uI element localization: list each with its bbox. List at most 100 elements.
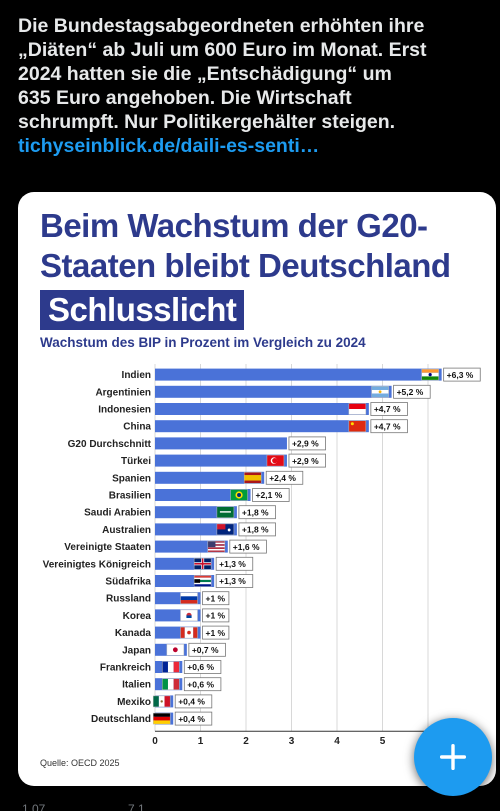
argentina-flag	[371, 386, 389, 398]
value-label: +1 %	[206, 611, 226, 621]
value-label: +0,4 %	[178, 697, 205, 707]
category-label: Türkei	[121, 456, 151, 467]
category-label: Brasilien	[109, 491, 151, 502]
russia-flag	[180, 592, 198, 604]
like-count[interactable]: ...	[250, 802, 261, 811]
australia-flag	[216, 523, 235, 536]
brazil-flag	[230, 489, 248, 501]
post-text-line: 635 Euro angehoben. Die Wirtschaft	[18, 87, 352, 109]
value-label: +1,8 %	[242, 507, 269, 517]
bar	[155, 523, 237, 536]
post-text-cut-line	[18, 4, 493, 14]
value-label: +1 %	[206, 628, 226, 638]
category-label: Vereinigtes Königreich	[43, 559, 151, 570]
post-text-line: 2024 hatten sie die „Entschädigung“ um	[18, 63, 392, 85]
value-label: +1,3 %	[219, 559, 246, 569]
bar	[155, 454, 287, 467]
bar	[155, 385, 392, 398]
uk-flag	[193, 558, 212, 570]
value-label-box	[288, 453, 326, 468]
canada-flag	[180, 626, 198, 639]
gdp-growth-chart: Indien +6,3 % Argentinien +5,2 % Indonesien +…	[43, 364, 481, 747]
bar	[155, 506, 237, 519]
category-label: Indonesien	[98, 405, 151, 416]
chart-headline: Beim Wachstum der G20- Staaten bleibt De…	[40, 206, 451, 330]
value-label: +0,4 %	[178, 714, 205, 724]
value-label-box	[393, 384, 431, 399]
value-label: +2,1 %	[256, 490, 283, 500]
france-flag	[162, 661, 180, 673]
x-tick-label: 0	[152, 736, 158, 747]
post-link[interactable]: tichyseinblick.de/daili-es-senti…	[18, 135, 320, 157]
value-label: +4,7 %	[374, 404, 401, 414]
category-label: Korea	[123, 611, 152, 622]
value-label: +4,7 %	[374, 421, 401, 431]
views-count[interactable]: ...	[350, 802, 361, 811]
category-label: Argentinien	[95, 387, 151, 398]
category-label: Kanada	[115, 628, 152, 639]
category-label: Russland	[106, 594, 151, 605]
indonesia-flag	[348, 403, 367, 415]
category-label: Mexiko	[117, 697, 151, 708]
value-label-box	[215, 556, 254, 571]
value-label: +1,3 %	[219, 576, 246, 586]
value-label-box	[238, 522, 276, 537]
chart-subtitle: Wachstum des BIP in Prozent im Vergleich…	[40, 335, 366, 350]
category-label: Indien	[122, 370, 151, 381]
value-label: +5,2 %	[397, 387, 424, 397]
korea-flag	[180, 609, 198, 622]
headline-band: Schlusslicht	[40, 290, 245, 330]
headline-line-2: Staaten bleibt Deutschland	[40, 247, 451, 284]
value-label-box	[183, 660, 222, 674]
category-label: China	[123, 422, 151, 433]
action-bar: 1,07... 7,1... ... ...	[0, 796, 500, 811]
mexico-flag	[152, 695, 171, 708]
category-label: Vereinigte Staaten	[64, 542, 151, 553]
post-text-line: Die Bundestagsabgeordneten erhöhten ihre	[18, 15, 425, 37]
value-label: +1 %	[206, 593, 226, 603]
value-label-box	[183, 677, 222, 692]
value-label-box	[238, 505, 276, 520]
category-label: Italien	[122, 680, 151, 691]
x-tick-label: 3	[289, 736, 295, 747]
value-label: +6,3 %	[447, 370, 474, 380]
value-label-box	[174, 694, 213, 709]
repost-count[interactable]: 7,1...	[128, 802, 155, 811]
x-tick-label: 1	[198, 736, 204, 747]
post-text: Die Bundestagsabgeordneten erhöhten ihre…	[18, 4, 493, 158]
value-label-box	[202, 625, 230, 640]
spain-flag	[243, 472, 262, 484]
saudi-arabia-flag	[216, 506, 235, 518]
value-label-box	[202, 608, 230, 623]
reply-count[interactable]: 1,07...	[22, 802, 56, 811]
category-label: Südafrika	[105, 577, 151, 588]
bar	[155, 437, 287, 450]
x-tick-label: 2	[243, 736, 249, 747]
category-label: Spanien	[112, 473, 151, 484]
category-label: Australien	[102, 525, 151, 536]
value-label-box	[215, 574, 254, 588]
x-tick-label: 5	[380, 736, 386, 747]
italy-flag	[162, 678, 180, 690]
japan-flag	[166, 644, 185, 656]
category-label: G20 Durchschnitt	[68, 439, 152, 450]
x-tick-label: 4	[334, 736, 340, 747]
chart-source: Quelle: OECD 2025	[40, 758, 120, 768]
compose-button[interactable]	[414, 718, 492, 796]
value-label-box	[443, 367, 481, 382]
category-label: Saudi Arabien	[84, 508, 151, 519]
bar	[155, 403, 369, 415]
value-label: +0,7 %	[192, 645, 219, 655]
post-image-card[interactable]: Beim Wachstum der G20- Staaten bleibt De…	[18, 192, 496, 786]
value-label-box	[229, 539, 267, 554]
value-label: +0,6 %	[187, 662, 214, 672]
value-label: +1,8 %	[242, 525, 269, 535]
india-flag	[421, 368, 439, 381]
bar	[155, 368, 442, 381]
china-flag	[348, 420, 367, 432]
usa-flag	[207, 540, 226, 553]
bar	[155, 420, 369, 433]
value-label-box	[202, 591, 230, 606]
south-africa-flag	[193, 575, 212, 587]
post-text-line: schrumpft. Nur Politikergehälter steigen…	[18, 111, 396, 133]
